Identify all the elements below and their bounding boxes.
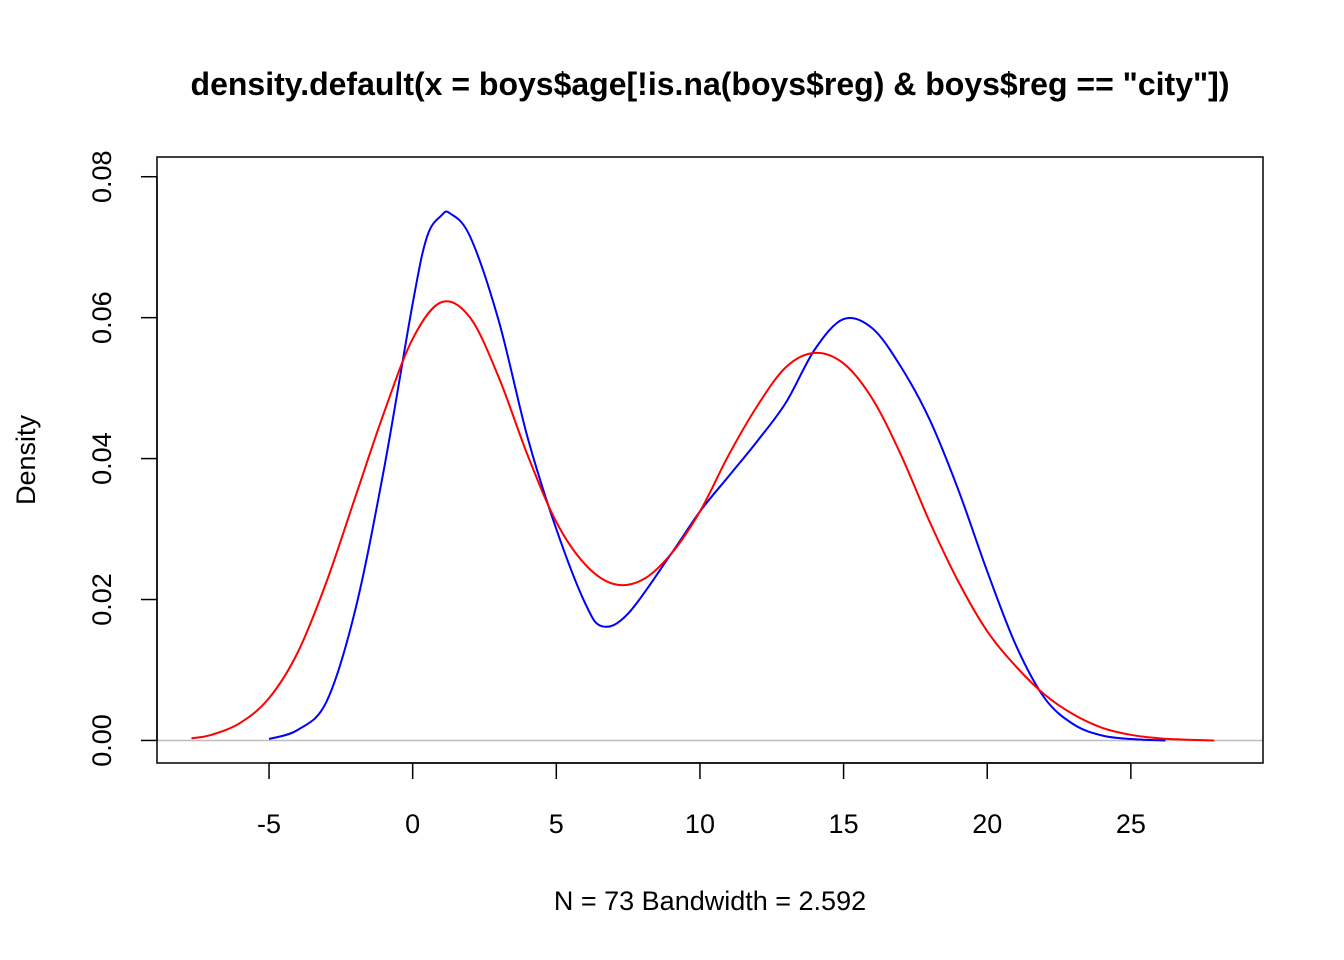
y-tick-label: 0.06 — [87, 291, 117, 344]
x-tick-label: 0 — [405, 809, 420, 839]
y-axis-label: Density — [11, 414, 41, 505]
y-tick-label: 0.02 — [87, 573, 117, 626]
plot-area — [157, 210, 1263, 742]
x-tick-label: 25 — [1116, 809, 1146, 839]
x-tick-label: -5 — [257, 809, 281, 839]
chart-title: density.default(x = boys$age[!is.na(boys… — [191, 66, 1230, 102]
y-axis: 0.00 0.02 0.04 0.06 0.08 — [87, 150, 158, 767]
y-tick-label: 0.08 — [87, 150, 117, 203]
x-axis: -5 0 5 10 15 20 25 — [257, 762, 1146, 839]
x-tick-label: 20 — [972, 809, 1002, 839]
density-line-1 — [268, 210, 1166, 742]
x-axis-label: N = 73 Bandwidth = 2.592 — [554, 886, 866, 916]
plot-frame — [156, 156, 1264, 764]
x-tick-label: 5 — [549, 809, 564, 839]
density-line-2 — [191, 300, 1215, 742]
x-tick-label: 15 — [829, 809, 859, 839]
y-tick-label: 0.04 — [87, 432, 117, 485]
y-tick-label: 0.00 — [87, 714, 117, 767]
x-tick-label: 10 — [685, 809, 715, 839]
